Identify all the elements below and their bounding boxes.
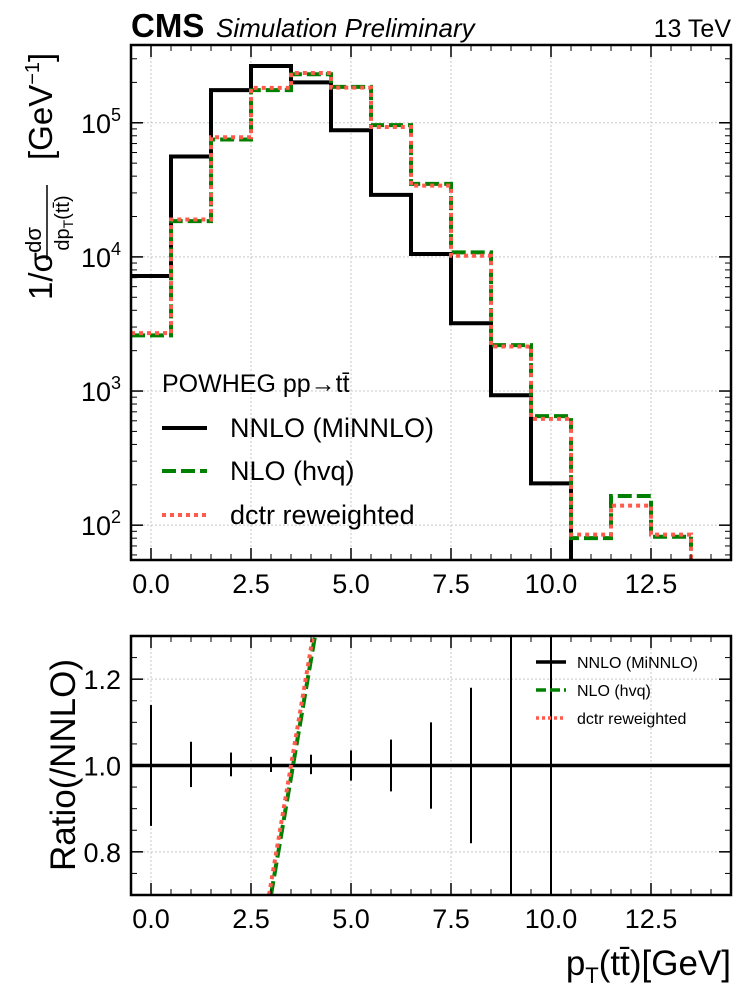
header-subtitle: Simulation Preliminary: [216, 13, 477, 43]
top-y-tick-labels: 102 103 104 105: [81, 105, 121, 541]
top-x-tick-label: 5.0: [332, 569, 370, 599]
top-legend: POWHEG pp→tt̄ NNLO (MiNNLO) NLO (hvq) dc…: [162, 370, 434, 530]
top-panel: 0.0 2.5 5.0 7.5 10.0 12.5 102 103 104 105 1/σ dσ…: [21, 43, 733, 599]
svg-text:dσ: dσ: [21, 227, 46, 253]
legend-entry-dctr: dctr reweighted: [230, 500, 415, 530]
top-x-tick-label: 12.5: [625, 569, 678, 599]
series-nnlo-minnlo: [131, 63, 573, 560]
top-y-tick-label: 103: [81, 373, 121, 407]
top-series: [131, 63, 693, 560]
bottom-legend-entry-dctr: dctr reweighted: [577, 711, 686, 728]
bottom-x-tick-label: 7.5: [432, 904, 470, 934]
top-ticks: [130, 45, 732, 560]
bottom-x-tick-label: 5.0: [332, 904, 370, 934]
bottom-x-tick-label: 12.5: [625, 904, 678, 934]
bottom-y-tick-label: 1.0: [83, 752, 121, 782]
top-x-tick-labels: 0.0 2.5 5.0 7.5 10.0 12.5: [132, 569, 677, 599]
top-x-tick-label: 0.0: [132, 569, 170, 599]
top-y-axis-label: 1/σ dσ dpT(tt̄) [GeV−1]: [21, 53, 76, 300]
svg-text:[GeV−1]: [GeV−1]: [22, 53, 59, 160]
top-y-tick-label: 104: [81, 239, 121, 273]
top-x-tick-label: 10.0: [525, 569, 578, 599]
cms-brand: CMS: [131, 7, 204, 44]
svg-text:dpT(tt̄): dpT(tt̄): [52, 195, 76, 250]
legend-entry-nnlo: NNLO (MiNNLO): [230, 413, 434, 443]
ratio-series-dctr-reweighted: [267, 636, 315, 895]
bottom-legend: NNLO (MiNNLO) NLO (hvq) dctr reweighted: [536, 655, 698, 728]
bottom-y-tick-labels: 0.8 1.0 1.2: [83, 665, 121, 868]
series-dctr-reweighted: [131, 70, 693, 560]
bottom-legend-entry-nlo: NLO (hvq): [577, 683, 651, 700]
bottom-y-tick-label: 0.8: [83, 838, 121, 868]
bottom-x-tick-label: 2.5: [232, 904, 270, 934]
bottom-y-tick-label: 1.2: [83, 665, 121, 695]
x-axis-label: pT(tt̄)[GeV]: [566, 944, 731, 988]
svg-text:1/σ: 1/σ: [22, 252, 59, 300]
top-x-tick-label: 7.5: [432, 569, 470, 599]
top-y-tick-label: 105: [81, 105, 121, 139]
bottom-ticks: [130, 636, 732, 895]
bottom-x-tick-label: 10.0: [525, 904, 578, 934]
top-y-tick-label: 102: [81, 507, 121, 541]
bottom-legend-entry-nnlo: NNLO (MiNNLO): [577, 655, 698, 672]
bottom-panel: 0.0 2.5 5.0 7.5 10.0 12.5 0.8 1.0 1.2 Ratio(/NN…: [44, 634, 733, 988]
bottom-x-tick-labels: 0.0 2.5 5.0 7.5 10.0 12.5: [132, 904, 677, 934]
top-x-tick-label: 2.5: [232, 569, 270, 599]
legend-entry-nlo: NLO (hvq): [230, 456, 355, 486]
legend-title: POWHEG pp→tt̄: [162, 370, 350, 398]
bottom-y-axis-label: Ratio(/NNLO): [44, 659, 83, 871]
bottom-x-tick-label: 0.0: [132, 904, 170, 934]
energy-label: 13 TeV: [654, 15, 732, 43]
top-frame: [129, 43, 733, 562]
top-grid: [131, 45, 731, 560]
bottom-series: [131, 636, 731, 895]
